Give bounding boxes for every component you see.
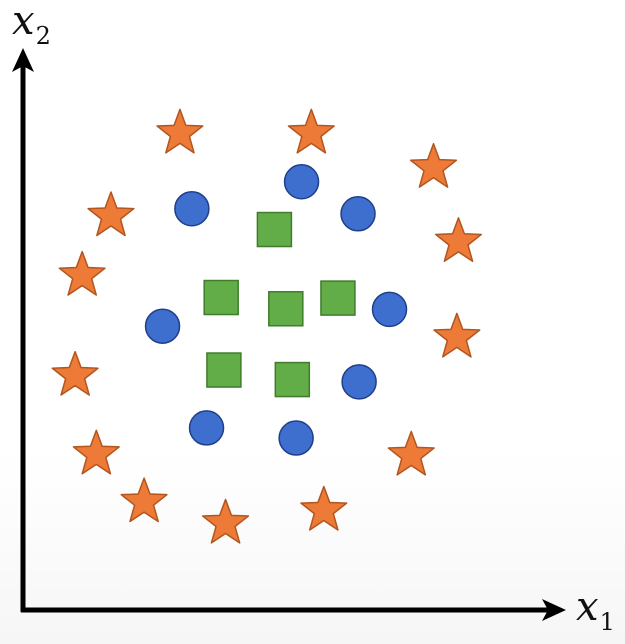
star-point [433, 312, 481, 358]
circle-point [340, 196, 376, 232]
x-axis-label: x1 [576, 584, 615, 636]
circle-point [144, 308, 181, 344]
star-point [58, 250, 106, 296]
circle-point [283, 164, 320, 200]
star-point [387, 430, 435, 476]
star-point [51, 350, 99, 396]
circle-point [188, 410, 225, 446]
y-axis-label: x2 [12, 0, 51, 50]
y-axis-label-subscript: 2 [36, 22, 51, 50]
square-point [268, 291, 304, 327]
circle-point [174, 190, 210, 227]
star-point [156, 108, 204, 154]
star-point [87, 191, 135, 237]
square-point [203, 279, 239, 316]
circle-point [341, 364, 377, 400]
star-point [409, 142, 458, 188]
square-point [274, 361, 311, 398]
circle-point [371, 291, 408, 328]
x-axis-label-subscript: 1 [600, 608, 615, 636]
star-point [300, 485, 348, 531]
star-point [434, 217, 483, 263]
square-point [320, 280, 356, 316]
square-point [206, 352, 242, 388]
star-point [287, 108, 335, 154]
star-point [201, 498, 250, 544]
data-points [51, 108, 483, 544]
y-axis-arrowhead [12, 48, 34, 72]
circle-point [278, 420, 314, 456]
x-axis-arrowhead [542, 599, 566, 621]
square-point [256, 211, 293, 248]
star-point [120, 477, 168, 523]
star-point [72, 429, 120, 475]
